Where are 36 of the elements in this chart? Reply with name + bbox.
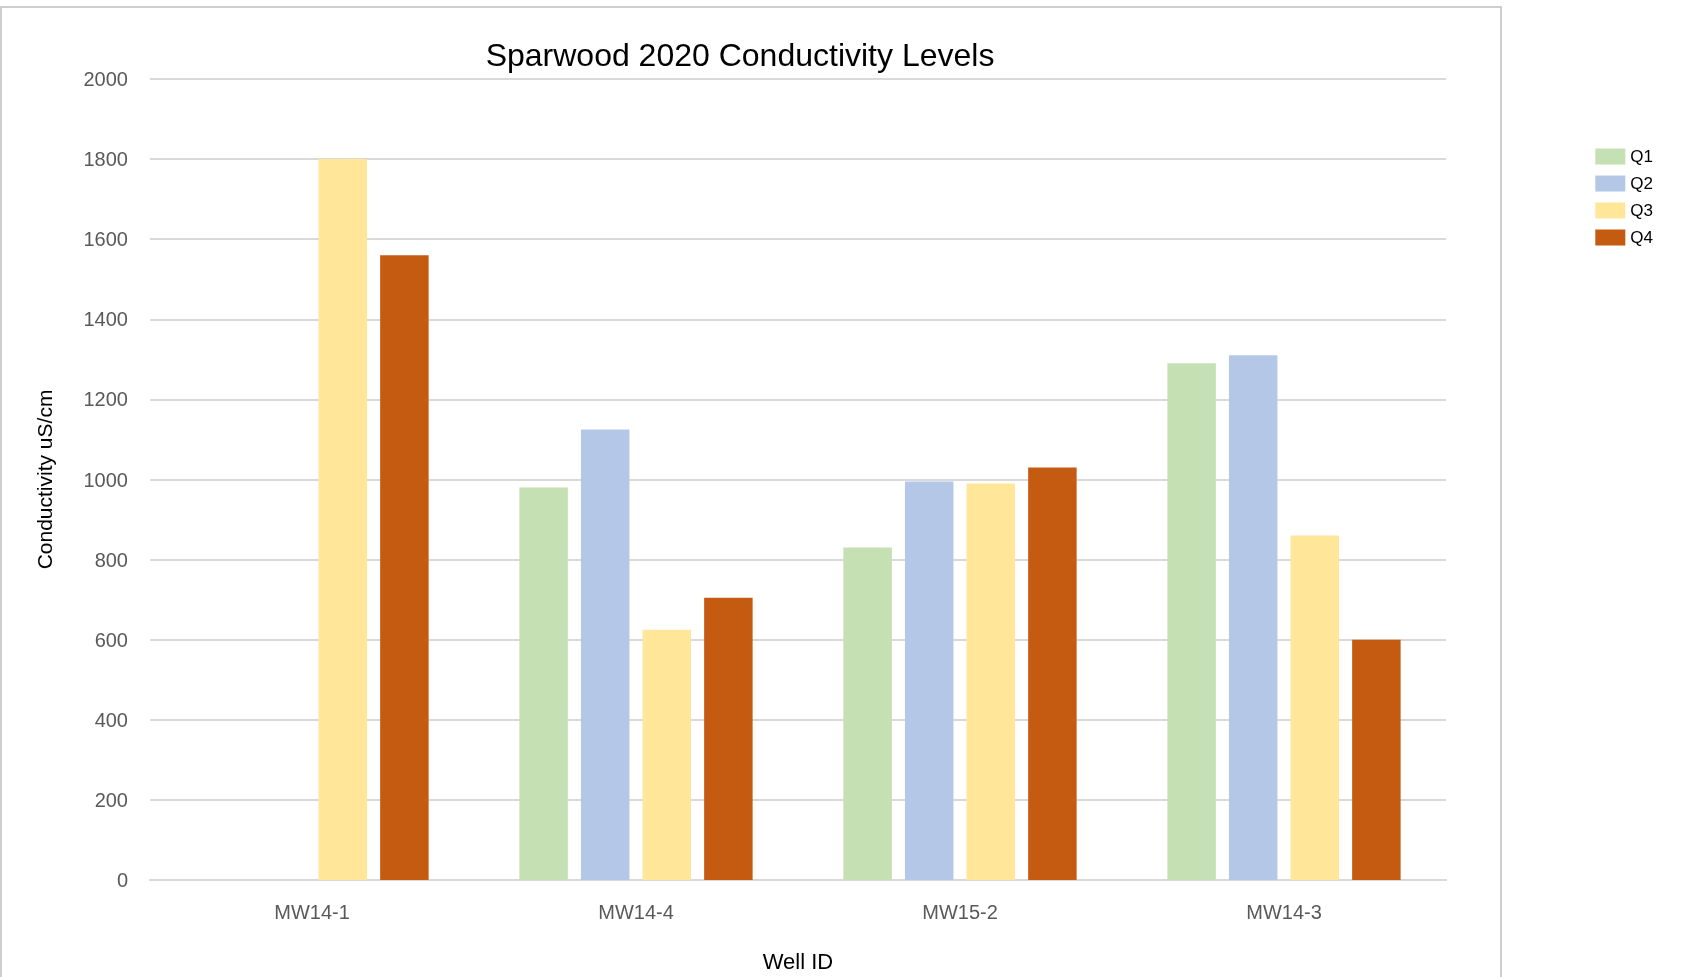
bar <box>966 483 1016 880</box>
bar <box>1352 639 1401 880</box>
legend-label: Q2 <box>1630 174 1654 193</box>
y-tick-label: 400 <box>94 708 128 731</box>
y-tick-label: 200 <box>94 788 128 811</box>
bar <box>580 429 630 880</box>
y-tick-label: 1800 <box>83 148 128 171</box>
y-tick-label: 0 <box>116 869 128 891</box>
chart-title: Sparwood 2020 Conductivity Levels <box>485 37 995 73</box>
y-axis-title: Conductivity uS/cm <box>33 389 56 570</box>
y-tick-label: 1000 <box>83 468 128 491</box>
bar <box>642 629 692 880</box>
bar <box>1028 467 1077 880</box>
bar <box>1228 355 1278 880</box>
y-tick-label: 1400 <box>83 308 128 331</box>
bar <box>380 255 429 880</box>
legend-label: Q4 <box>1630 228 1654 247</box>
bar <box>704 597 753 880</box>
bar <box>519 487 568 880</box>
bar <box>1290 535 1340 880</box>
x-tick-label: MW15-2 <box>922 901 998 923</box>
y-tick-label: 800 <box>94 548 128 571</box>
x-tick-label: MW14-4 <box>598 901 674 923</box>
x-tick-label: MW14-1 <box>274 901 350 923</box>
bar <box>843 547 892 880</box>
bar <box>904 481 954 880</box>
legend-label: Q3 <box>1630 201 1654 220</box>
y-tick-label: 2000 <box>83 68 128 90</box>
y-tick-label: 1200 <box>83 388 128 411</box>
y-tick-label: 1600 <box>83 228 128 251</box>
y-tick-label: 600 <box>94 628 128 651</box>
bar <box>318 159 368 880</box>
legend-label: Q1 <box>1630 147 1654 166</box>
x-axis-title: Well ID <box>762 948 834 974</box>
bar <box>1167 363 1216 880</box>
x-tick-label: MW14-3 <box>1246 901 1322 923</box>
